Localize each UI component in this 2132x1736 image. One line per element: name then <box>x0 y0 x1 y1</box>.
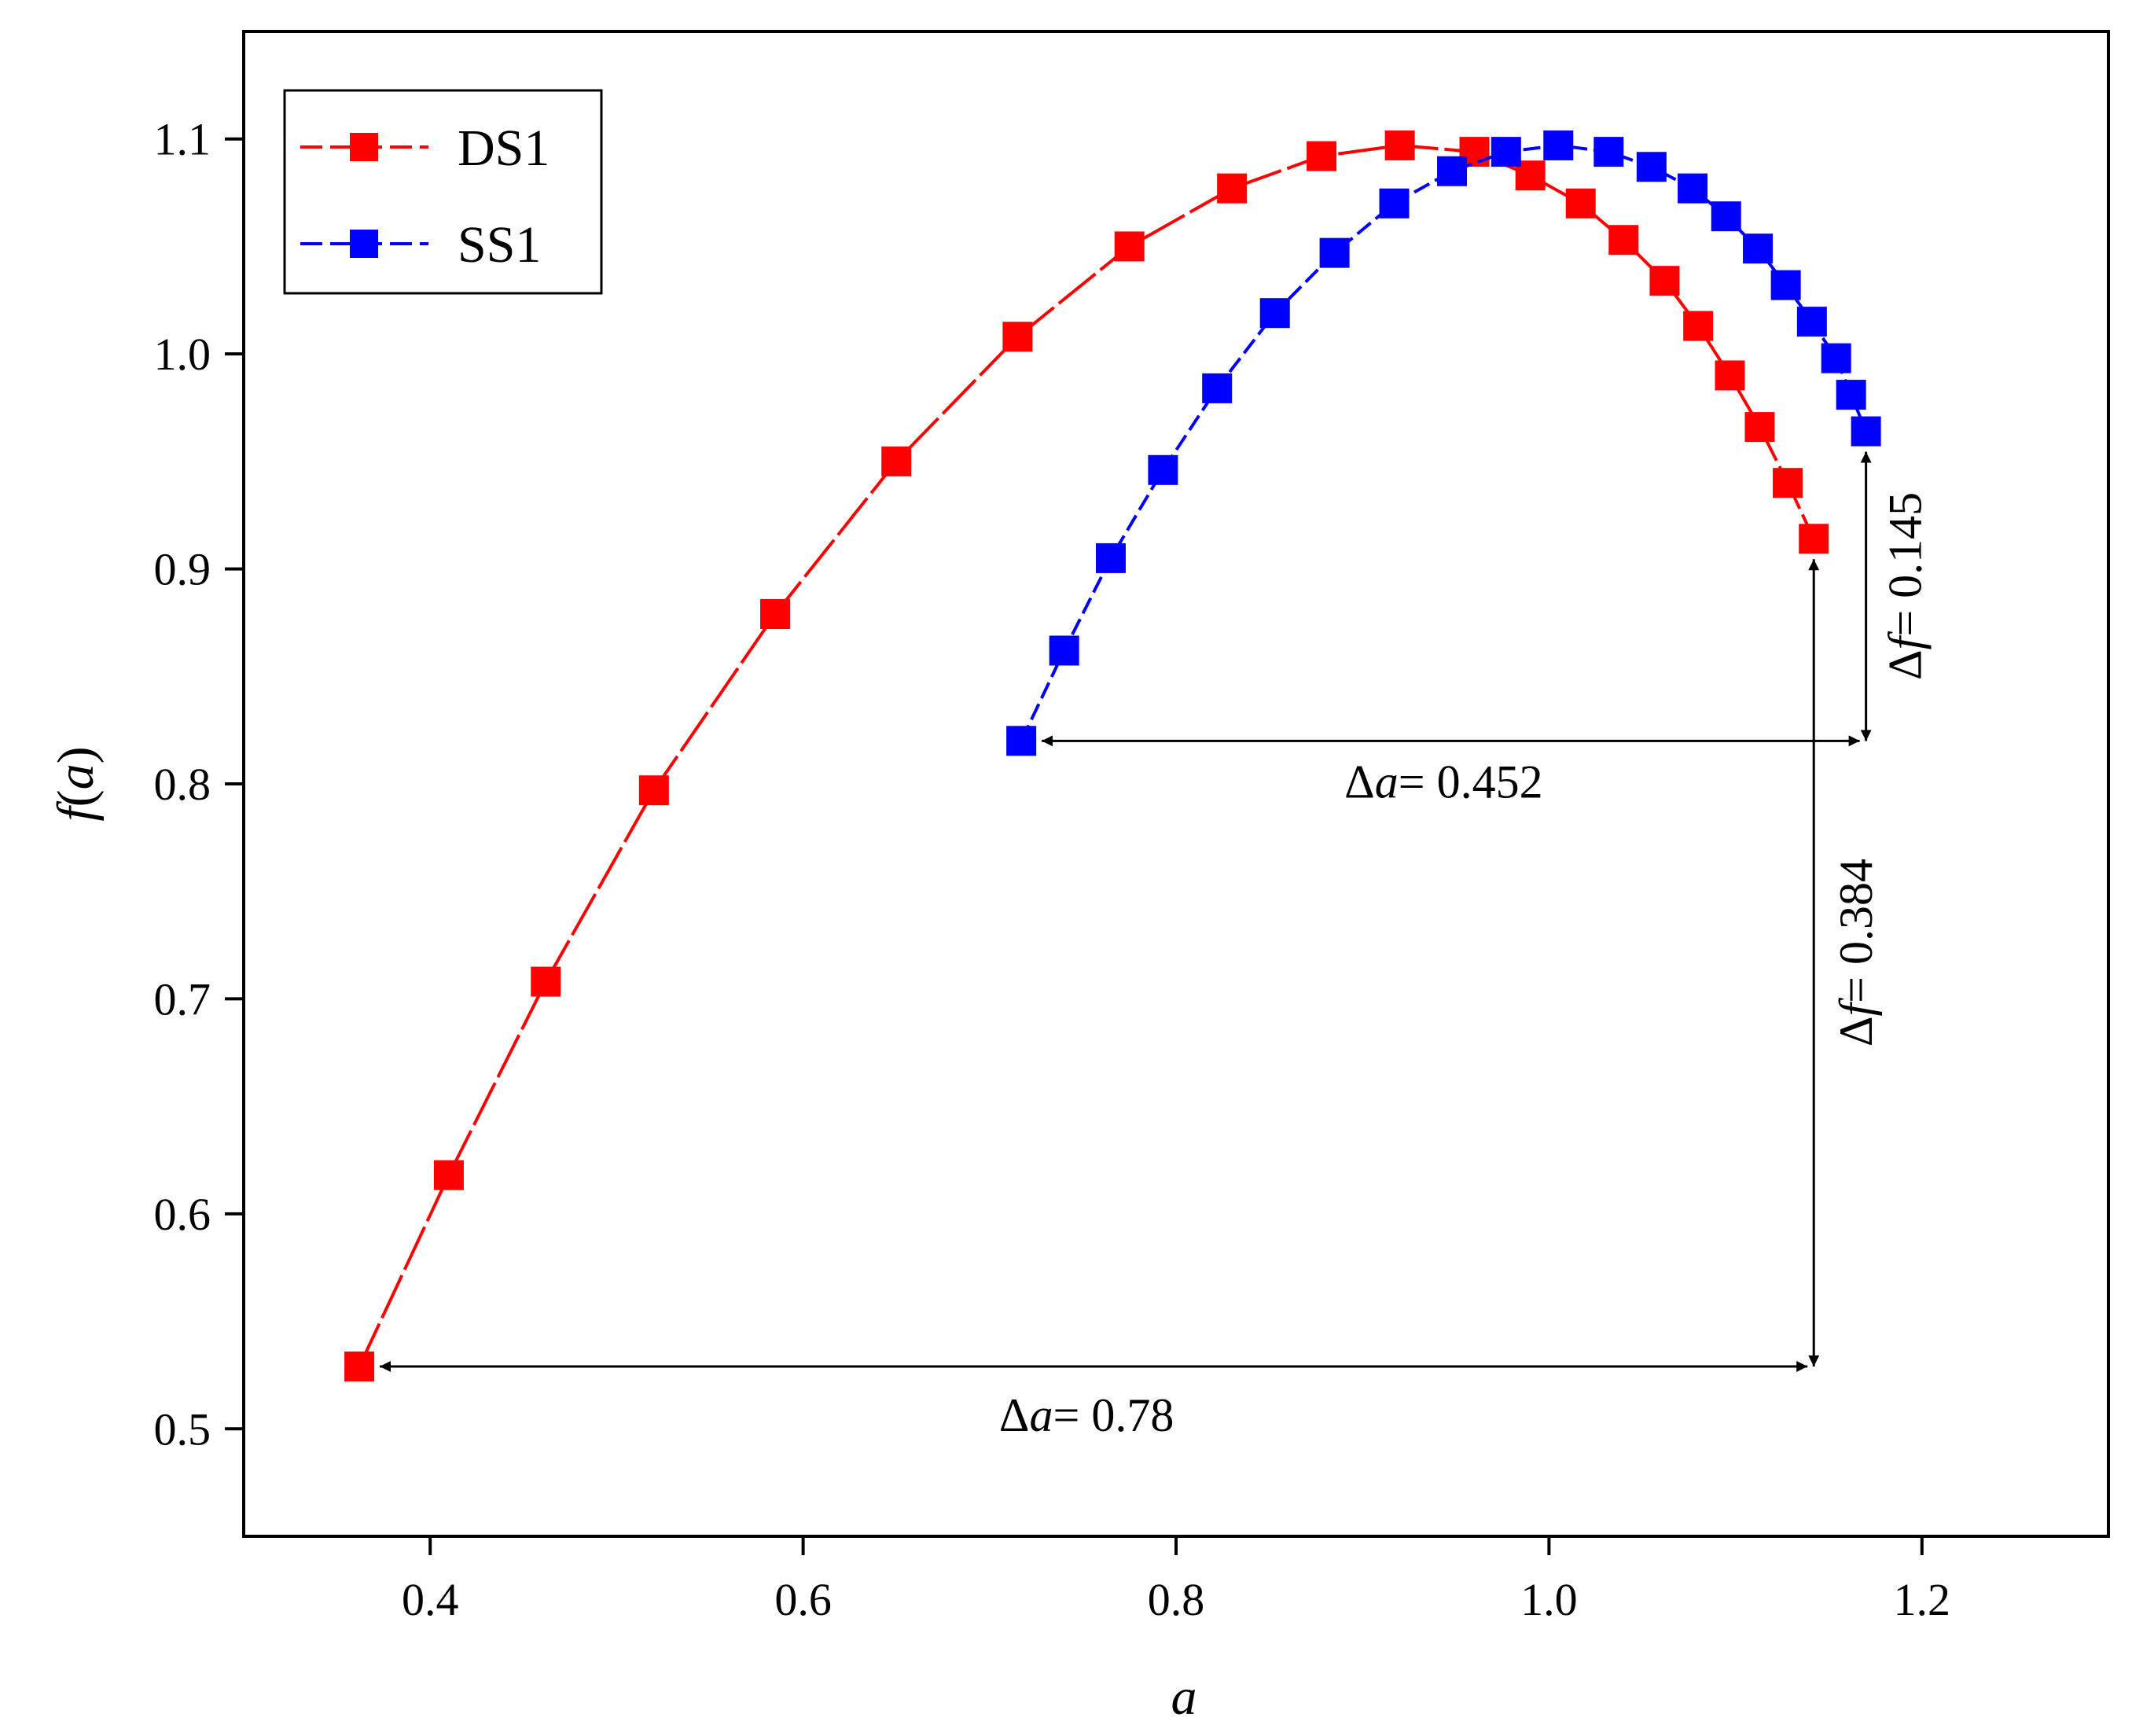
data-point-ds1 <box>1744 412 1775 443</box>
series-layer <box>344 130 1881 1381</box>
data-point-ds1 <box>1649 266 1680 296</box>
y-tick-label: 1.1 <box>154 114 211 165</box>
data-point-ds1 <box>1002 322 1033 352</box>
data-point-ds1 <box>1114 231 1145 262</box>
data-point-ss1 <box>1678 173 1708 204</box>
data-point-ds1 <box>1683 311 1714 341</box>
annotation-label: Δf= 0.145 <box>1880 492 1932 680</box>
data-point-ds1 <box>1217 173 1248 204</box>
legend-label-ss1: SS1 <box>458 216 541 274</box>
data-point-ss1 <box>1770 270 1801 300</box>
data-point-ss1 <box>1095 542 1126 573</box>
data-point-ss1 <box>1319 237 1350 268</box>
data-point-ss1 <box>1148 454 1178 485</box>
annotation-delta-a: Δa= 0.78 <box>380 1360 1808 1441</box>
y-tick-label: 0.6 <box>154 1189 211 1240</box>
x-tick-label: 1.2 <box>1894 1574 1951 1625</box>
x-tick-label: 0.6 <box>774 1574 832 1625</box>
data-point-ss1 <box>1851 416 1881 447</box>
data-point-ss1 <box>1711 201 1741 232</box>
x-tick-label: 0.8 <box>1148 1574 1205 1625</box>
data-point-ss1 <box>1821 343 1851 373</box>
data-point-ss1 <box>1543 130 1574 160</box>
legend-item-ss1: SS1 <box>300 216 541 274</box>
data-point-ss1 <box>1593 137 1624 167</box>
data-point-ds1 <box>1565 188 1596 219</box>
data-point-ss1 <box>1796 307 1827 337</box>
y-tick-label: 0.7 <box>154 973 211 1024</box>
data-point-ss1 <box>1743 234 1774 264</box>
annotation-label: Δf= 0.384 <box>1830 859 1882 1046</box>
data-point-ds1 <box>1799 524 1829 554</box>
legend-box <box>283 89 603 295</box>
data-point-ss1 <box>1491 137 1521 167</box>
data-point-ss1 <box>1379 188 1410 219</box>
annotation-delta-a: Δa= 0.452 <box>1042 735 1860 807</box>
data-point-ds1 <box>433 1160 464 1190</box>
data-point-ss1 <box>1259 298 1290 329</box>
y-tick-label: 0.8 <box>154 759 211 810</box>
data-point-ss1 <box>1202 373 1233 403</box>
x-tick-label: 1.0 <box>1520 1574 1578 1625</box>
data-point-ss1 <box>1049 635 1079 666</box>
legend: DS1 SS1 <box>283 89 603 295</box>
annotation-label: Δa= 0.452 <box>1344 756 1542 807</box>
data-point-ds1 <box>1307 141 1337 171</box>
data-point-ds1 <box>1773 468 1803 498</box>
data-point-ds1 <box>760 598 791 629</box>
legend-marker-ds1 <box>350 133 378 161</box>
x-tick-label: 0.4 <box>402 1574 459 1625</box>
data-point-ds1 <box>531 966 561 997</box>
data-point-ss1 <box>1006 726 1037 756</box>
x-axis-label: a <box>1171 1668 1197 1726</box>
annotation-layer: Δa= 0.452 Δa= 0.78 Δf= 0.145 Δf= 0.384 <box>380 451 1932 1441</box>
data-point-ss1 <box>1836 380 1866 410</box>
y-tick-label: 0.5 <box>154 1403 211 1455</box>
y-tick-label: 0.9 <box>154 544 211 595</box>
legend-label-ds1: DS1 <box>458 120 550 177</box>
series-ds1 <box>344 130 1829 1381</box>
series-line-ds1 <box>358 143 1816 1367</box>
annotation-delta-f: Δf= 0.145 <box>1860 451 1932 741</box>
axis-ticks: 0.4 0.6 0.8 1.0 1.2 0.5 0.6 0.7 0.8 0.9 1.0 1.1 <box>154 114 1951 1625</box>
data-point-ds1 <box>1715 360 1745 391</box>
data-point-ds1 <box>1608 225 1639 256</box>
data-point-ds1 <box>344 1351 375 1381</box>
data-point-ds1 <box>638 775 669 806</box>
y-tick-label: 1.0 <box>154 329 211 380</box>
annotation-label: Δa= 0.78 <box>999 1389 1174 1441</box>
data-point-ss1 <box>1636 152 1667 182</box>
annotation-delta-f: Δf= 0.384 <box>1808 559 1882 1366</box>
data-point-ds1 <box>1384 130 1415 160</box>
y-axis-label: f(a) <box>47 746 105 821</box>
legend-item-ds1: DS1 <box>300 120 550 177</box>
data-point-ss1 <box>1437 156 1468 186</box>
data-point-ds1 <box>881 446 912 476</box>
series-ss1 <box>1006 130 1881 756</box>
legend-marker-ss1 <box>350 230 378 258</box>
